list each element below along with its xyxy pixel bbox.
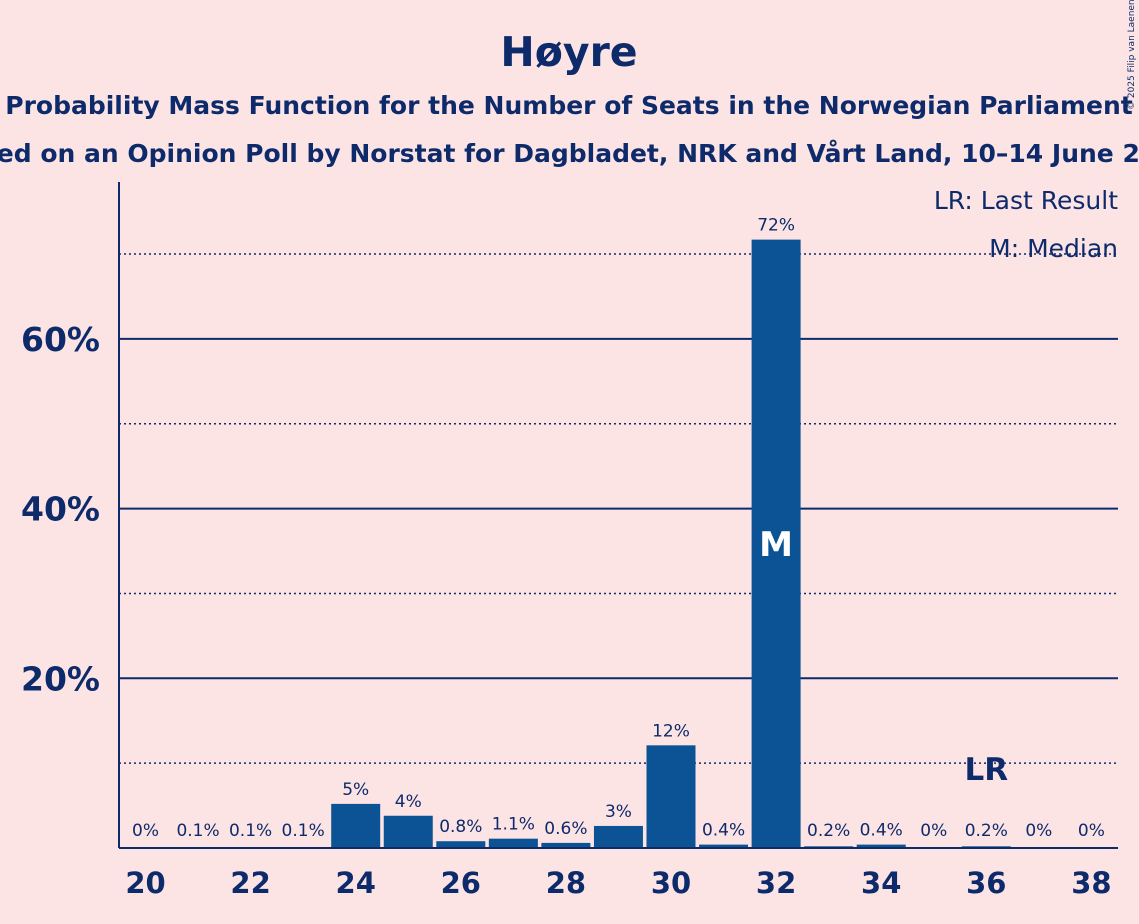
x-tick-label: 36 <box>966 866 1006 900</box>
x-tick-label: 32 <box>756 866 796 900</box>
copyright-notice: © 2025 Filip van Laenen <box>1127 0 1137 110</box>
bars <box>173 239 1011 849</box>
data-label-seat-24: 5% <box>342 780 369 800</box>
data-label-seat-21: 0.1% <box>176 821 219 841</box>
bar-seat-24 <box>331 803 381 848</box>
gridlines <box>119 253 1118 764</box>
legend-median: M: Median <box>989 234 1118 263</box>
data-label-seat-22: 0.1% <box>229 821 272 841</box>
data-label-seat-33: 0.2% <box>807 821 850 841</box>
data-label-seat-38: 0% <box>1078 821 1105 841</box>
data-label-seat-26: 0.8% <box>439 817 482 837</box>
data-labels: 0% 0.1% 0.1% 0.1% 5% 4% 0.8% 1.1% 0.6% 3% 12% 0.4% 7… <box>132 216 1105 841</box>
y-tick-labels: 20% 40% 60% <box>21 320 100 698</box>
bar-seat-29 <box>593 825 643 848</box>
bar-seat-32 <box>751 239 801 849</box>
bar-seat-31 <box>699 844 749 848</box>
bar-seat-30 <box>646 745 696 848</box>
markers: M LR <box>759 525 1008 788</box>
chart-subtitle-1: Probability Mass Function for the Number… <box>5 91 1133 120</box>
x-tick-label: 20 <box>125 866 165 900</box>
bar-seat-27 <box>488 838 538 848</box>
y-tick-label: 60% <box>21 320 100 359</box>
chart-title: Høyre <box>500 28 637 76</box>
data-label-seat-20: 0% <box>132 821 159 841</box>
bar-seat-34 <box>856 844 906 848</box>
bar-seat-28 <box>541 842 591 848</box>
x-tick-label: 30 <box>651 866 691 900</box>
median-marker: M <box>759 525 793 565</box>
legend-last-result: LR: Last Result <box>934 186 1118 215</box>
data-label-seat-31: 0.4% <box>702 821 745 841</box>
bar-seat-25 <box>383 815 433 848</box>
y-tick-label: 20% <box>21 659 100 698</box>
chart-subtitle-2: Based on an Opinion Poll by Norstat for … <box>0 139 1139 168</box>
x-tick-label: 38 <box>1071 866 1111 900</box>
data-label-seat-37: 0% <box>1025 821 1052 841</box>
data-label-seat-32: 72% <box>757 216 795 236</box>
data-label-seat-34: 0.4% <box>860 821 903 841</box>
x-tick-label: 24 <box>336 866 376 900</box>
data-label-seat-25: 4% <box>395 792 422 812</box>
data-label-seat-23: 0.1% <box>282 821 325 841</box>
last-result-marker: LR <box>964 752 1008 788</box>
data-label-seat-27: 1.1% <box>492 815 535 835</box>
bar-seat-26 <box>436 841 486 848</box>
y-tick-label: 40% <box>21 490 100 529</box>
data-label-seat-30: 12% <box>652 721 690 741</box>
data-label-seat-36: 0.2% <box>965 821 1008 841</box>
x-tick-label: 34 <box>861 866 901 900</box>
data-label-seat-28: 0.6% <box>544 819 587 839</box>
x-tick-labels: 20 22 24 26 28 30 32 34 36 38 <box>125 866 1111 900</box>
data-label-seat-29: 3% <box>605 802 632 822</box>
x-tick-label: 28 <box>546 866 586 900</box>
data-label-seat-35: 0% <box>920 821 947 841</box>
x-tick-label: 26 <box>441 866 481 900</box>
x-tick-label: 22 <box>230 866 270 900</box>
